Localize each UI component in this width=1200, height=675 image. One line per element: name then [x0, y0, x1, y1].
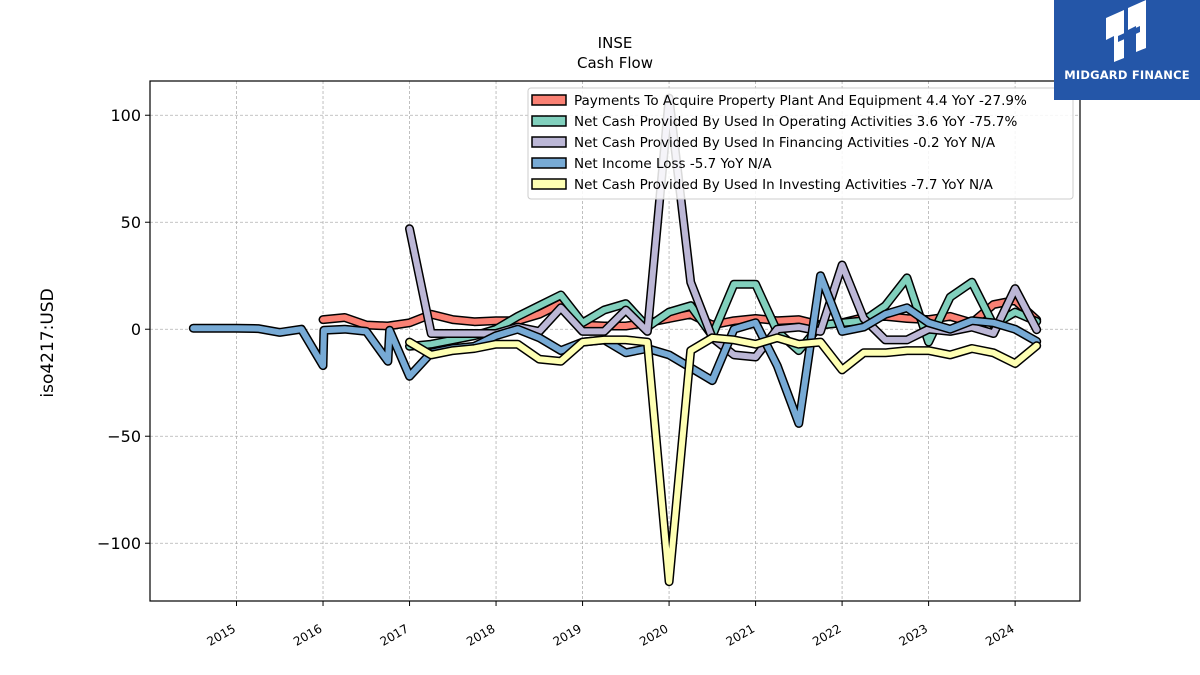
legend-entry: Net Cash Provided By Used In Investing A…: [574, 177, 994, 193]
plot-frame: [149, 80, 1081, 602]
legend-entry: Net Cash Provided By Used In Operating A…: [574, 114, 1018, 130]
midgard-finance-logo: MIDGARD FINANCE: [1054, 0, 1200, 100]
x-axis: 2015 2016 2017 2018 2019 2020 2021 2022 2023 2024: [205, 601, 1017, 649]
chart-subtitle: Cash Flow: [577, 54, 653, 72]
legend: Payments To Acquire Property Plant And E…: [527, 87, 1074, 200]
y-tick-label: 50: [121, 213, 141, 232]
series-outline-4: [405, 333, 1042, 587]
x-tick-label: 2023: [897, 621, 930, 648]
legend-entry: Net Cash Provided By Used In Financing A…: [574, 135, 996, 151]
logo-mark-icon: [1106, 0, 1146, 62]
legend-box: [527, 87, 1074, 200]
y-tick-label: 100: [110, 106, 141, 125]
x-tick-label: 2017: [378, 621, 411, 648]
x-tick-label: 2016: [291, 621, 324, 648]
legend-entry: Payments To Acquire Property Plant And E…: [574, 93, 1027, 109]
x-tick-label: 2024: [983, 621, 1016, 648]
y-axis: 100 50 0 −50 −100: [97, 106, 150, 553]
x-tick-label: 2018: [464, 621, 497, 648]
legend-swatch: [531, 178, 567, 190]
y-axis-label: iso4217:USD: [38, 288, 58, 397]
chart-title: INSE: [598, 34, 633, 52]
legend-swatch: [531, 94, 567, 106]
x-tick-label: 2020: [637, 621, 670, 648]
y-tick-label: −50: [107, 427, 141, 446]
legend-swatch: [531, 157, 567, 169]
x-tick-label: 2019: [551, 621, 584, 648]
y-tick-label: −100: [97, 534, 141, 553]
series-lines: [188, 93, 1042, 587]
x-tick-label: 2022: [810, 621, 843, 648]
y-tick-label: 0: [131, 320, 141, 339]
x-tick-label: 2015: [205, 621, 238, 648]
legend-swatch: [531, 136, 567, 148]
series-line-4: [406, 334, 1040, 585]
logo-text: MIDGARD FINANCE: [1064, 68, 1190, 82]
x-tick-label: 2021: [724, 621, 757, 648]
legend-swatch: [531, 115, 567, 127]
legend-entry: Net Income Loss -5.7 YoY N/A: [574, 156, 772, 172]
series-line-1: [406, 274, 1040, 354]
